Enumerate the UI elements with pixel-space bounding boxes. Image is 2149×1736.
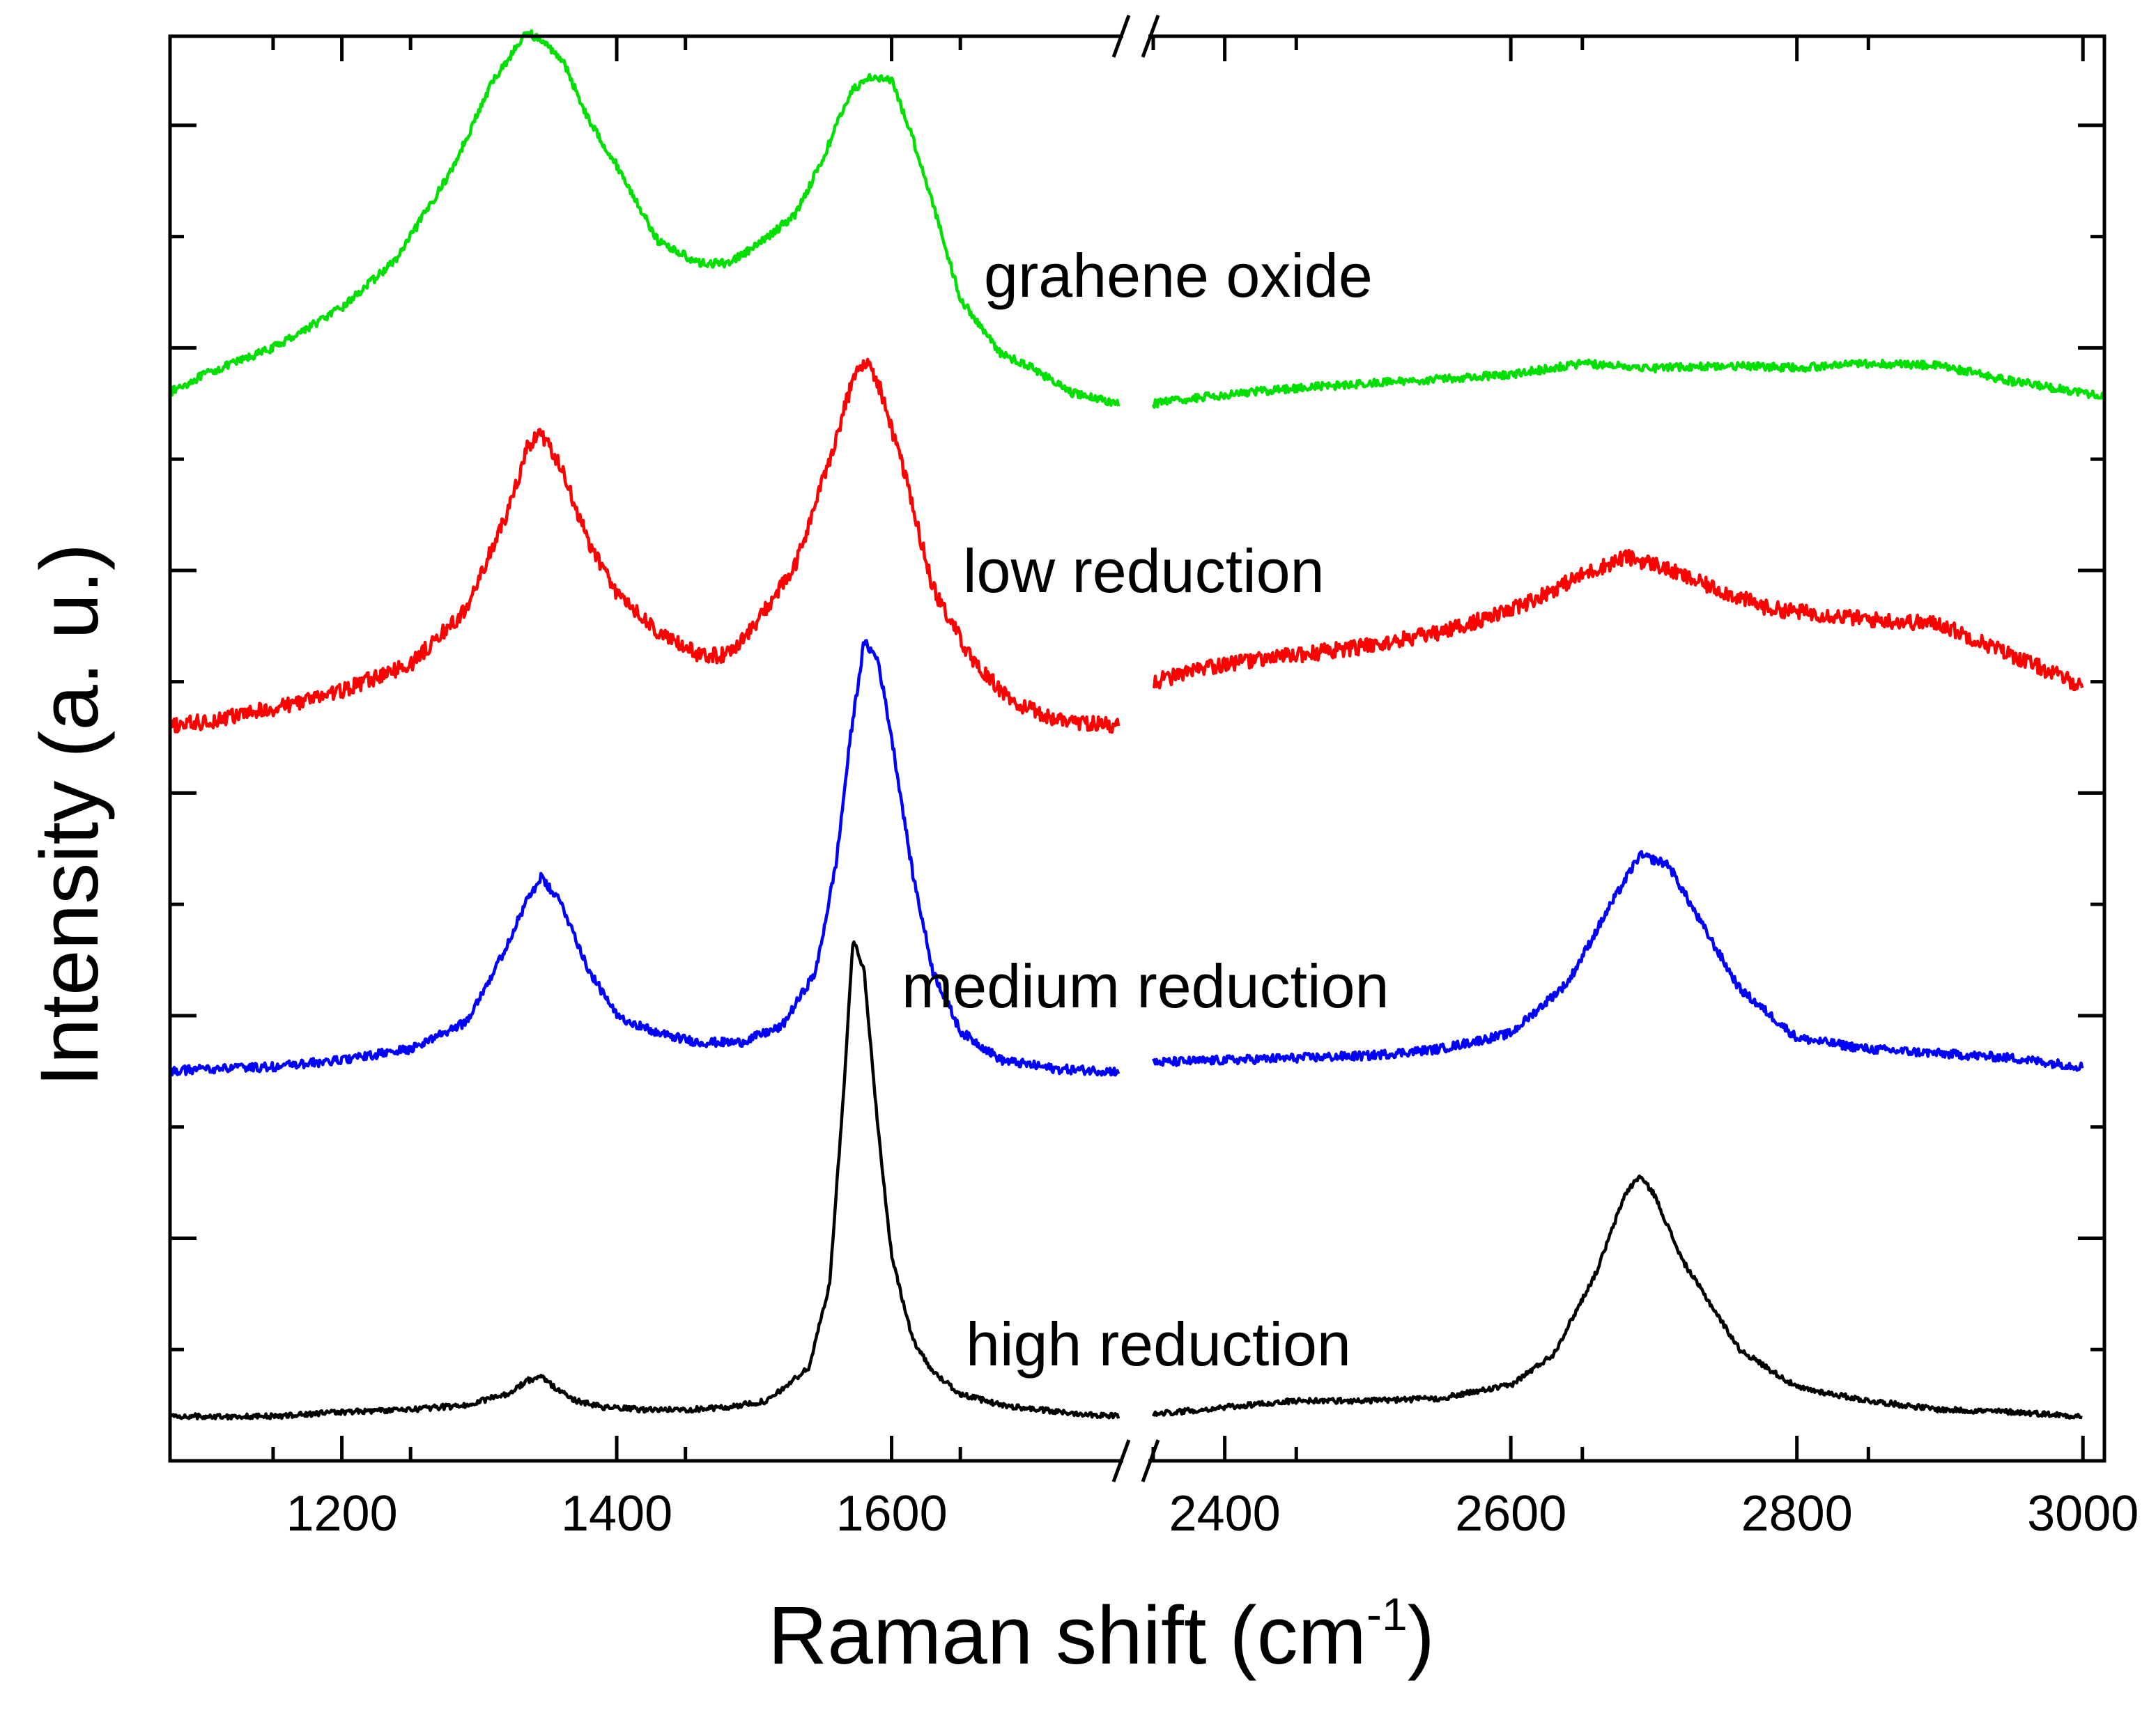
x-tick-label: 2600 — [1455, 1486, 1566, 1542]
x-axis-title-main: Raman shift (cm — [768, 1590, 1366, 1682]
x-ticks: 1200 1400 1600 2400 2600 2800 3000 — [271, 36, 2139, 1542]
x-tick-label: 1200 — [286, 1486, 397, 1542]
axis-break-slash — [1141, 1439, 1160, 1482]
series-line-medium-reduction-seg1 — [168, 639, 1120, 1077]
axis-break-slash — [1111, 15, 1131, 58]
x-axis-title-suffix: ) — [1408, 1590, 1435, 1682]
series-line-grahene-oxide-seg1 — [169, 29, 1120, 407]
axis-break-slash — [1111, 1439, 1131, 1482]
series-layer — [168, 29, 2106, 1421]
series-line-medium-reduction-seg2 — [1152, 850, 2084, 1072]
axis-break-gap — [1123, 1457, 1148, 1465]
series-line-grahene-oxide-seg2 — [1151, 358, 2106, 409]
x-tick-label: 2400 — [1169, 1486, 1281, 1542]
x-tick-label: 1600 — [835, 1486, 947, 1542]
x-tick-label: 2800 — [1741, 1486, 1853, 1542]
series-label-grahene-oxide: grahene oxide — [984, 241, 1373, 310]
series-line-high-reduction-seg1 — [169, 940, 1120, 1421]
y-axis-title: Intensity (a. u.) — [24, 543, 116, 1087]
axis-break-marks — [1111, 15, 1160, 1482]
x-axis-title: Raman shift (cm-1) — [768, 1588, 1435, 1682]
x-tick-label: 1400 — [561, 1486, 672, 1542]
series-line-high-reduction-seg2 — [1152, 1174, 2083, 1420]
axis-break-slash — [1141, 15, 1160, 58]
series-label-low-reduction: low reduction — [963, 536, 1325, 605]
series-label-medium-reduction: medium reduction — [902, 952, 1389, 1021]
x-axis-title-superscript: -1 — [1366, 1588, 1408, 1640]
series-label-high-reduction: high reduction — [966, 1310, 1351, 1379]
series-line-low-reduction-seg1 — [168, 357, 1120, 734]
series-line-low-reduction-seg2 — [1152, 548, 2084, 692]
axis-break-gap — [1123, 32, 1148, 40]
y-ticks — [170, 123, 2104, 1351]
x-tick-label: 3000 — [2027, 1486, 2139, 1542]
